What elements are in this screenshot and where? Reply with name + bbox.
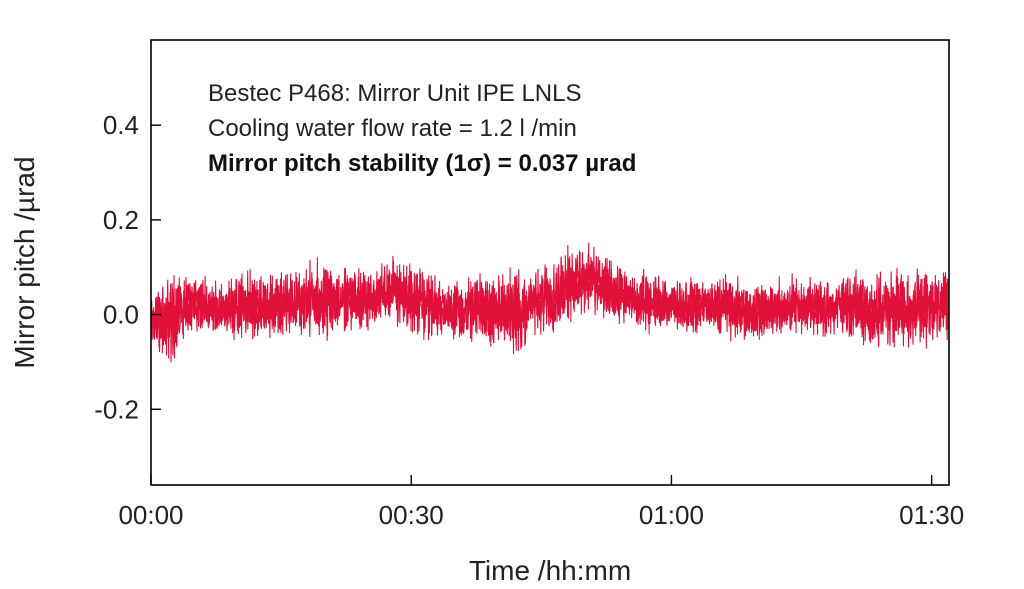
annotation-flow-rate: Cooling water flow rate = 1.2 l /min xyxy=(208,115,577,142)
series-trace xyxy=(150,242,950,363)
x-axis-title: Time /hh:mm xyxy=(469,555,631,586)
plot-frame xyxy=(150,39,950,486)
y-tick-label-2: 0.2 xyxy=(103,205,139,235)
annotations: Bestec P468: Mirror Unit IPE LNLS Coolin… xyxy=(208,80,636,177)
annotation-stability: Mirror pitch stability (1σ) = 0.037 µrad xyxy=(208,150,636,177)
annotation-instrument: Bestec P468: Mirror Unit IPE LNLS xyxy=(208,80,581,107)
x-axis: 00:00 00:30 01:00 01:30 xyxy=(118,475,964,530)
y-tick-label-0: -0.2 xyxy=(94,394,139,424)
series-line-band xyxy=(150,242,950,359)
y-axis-title: Mirror pitch /µrad xyxy=(9,156,40,368)
x-tick-label-3: 01:30 xyxy=(899,500,964,530)
y-tick-label-1: 0.0 xyxy=(103,300,139,330)
y-tick-label-3: 0.4 xyxy=(103,110,139,140)
y-axis: -0.2 0.0 0.2 0.4 xyxy=(94,110,161,424)
x-tick-label-1: 00:30 xyxy=(379,500,444,530)
x-tick-label-0: 00:00 xyxy=(118,500,183,530)
x-tick-label-2: 01:00 xyxy=(639,500,704,530)
